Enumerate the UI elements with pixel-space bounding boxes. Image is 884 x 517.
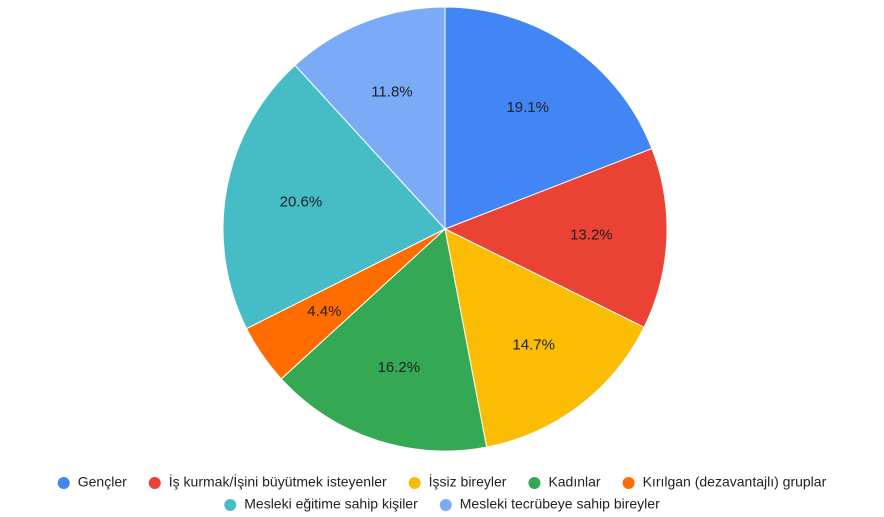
pie-slice xyxy=(444,6,653,230)
pie-slice xyxy=(294,6,446,231)
legend-swatch xyxy=(622,477,635,489)
legend-swatch xyxy=(528,477,541,489)
legend-swatch xyxy=(57,477,70,489)
slice-label: 20.6% xyxy=(280,193,323,210)
pie-slice xyxy=(222,64,446,330)
legend-swatch xyxy=(148,477,161,489)
pie-slice xyxy=(443,147,668,328)
slice-label: 14.7% xyxy=(512,337,555,354)
slice-label: 19.1% xyxy=(506,99,549,116)
pie-slice xyxy=(444,228,645,448)
legend-label: Kırılgan (dezavantajlı) gruplar xyxy=(643,474,827,490)
slice-label: 4.4% xyxy=(307,303,341,320)
pie-slice xyxy=(280,228,488,452)
slice-label: 16.2% xyxy=(378,359,421,376)
legend-label: İş kurmak/İşini büyütmek isteyenler xyxy=(169,473,387,490)
legend-swatch xyxy=(408,477,421,489)
legend-swatch xyxy=(224,499,237,511)
legend-label: Mesleki tecrübeye sahip bireyler xyxy=(460,496,660,512)
legend-label: Gençler xyxy=(78,474,127,490)
legend-label: İşsiz bireyler xyxy=(429,473,507,490)
slice-label: 13.2% xyxy=(570,226,613,243)
legend-label: Kadınlar xyxy=(548,474,600,490)
legend-swatch xyxy=(439,499,452,511)
legend-label: Mesleki eğitime sahip kişiler xyxy=(244,496,418,512)
slice-label: 11.8% xyxy=(371,83,412,100)
